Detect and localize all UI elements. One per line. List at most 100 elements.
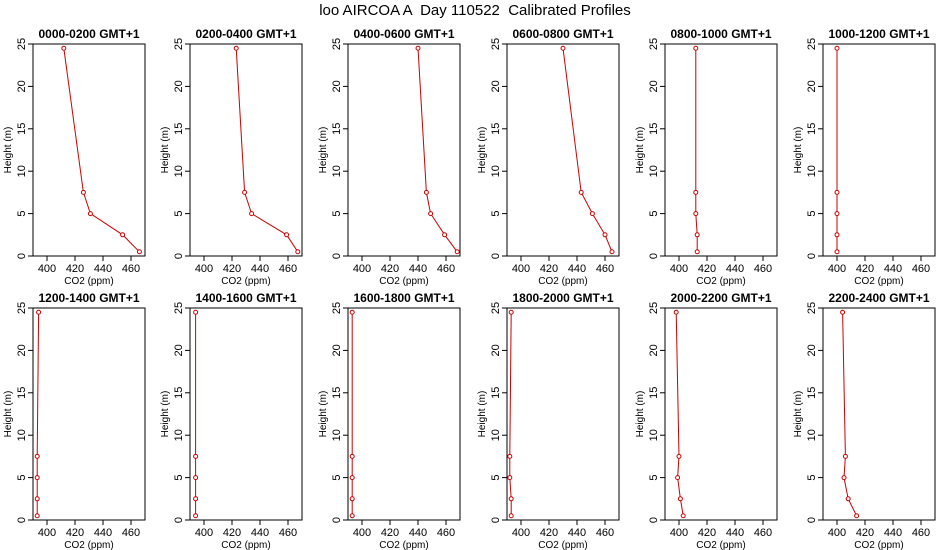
x-tick-label: 440 <box>94 263 112 275</box>
y-tick-label: 0 <box>173 517 185 523</box>
x-tick-label: 440 <box>409 263 427 275</box>
x-tick-label: 400 <box>38 263 56 275</box>
data-point <box>80 189 86 195</box>
y-tick-label: 15 <box>16 123 28 135</box>
data-point <box>349 513 355 519</box>
x-tick-label: 440 <box>726 263 744 275</box>
y-tick-label: 15 <box>173 123 185 135</box>
y-tick-label: 15 <box>16 387 28 399</box>
x-tick-label: 400 <box>828 263 846 275</box>
y-axis-label: Height (m) <box>160 127 171 174</box>
y-tick-label: 0 <box>648 253 660 259</box>
data-point <box>842 453 848 459</box>
data-point <box>284 232 290 238</box>
y-tick-label: 25 <box>490 302 502 314</box>
y-tick-label: 20 <box>16 80 28 92</box>
data-point <box>34 475 40 481</box>
y-axis-label: Height (m) <box>635 127 646 174</box>
y-tick-label: 20 <box>806 344 818 356</box>
y-axis-label: Height (m) <box>477 127 488 174</box>
x-tick-label: 440 <box>251 527 269 539</box>
data-point <box>508 513 514 519</box>
panel-title: 0400-0600 GMT+1 <box>353 27 454 41</box>
data-point <box>34 496 40 502</box>
panel-title: 1000-1200 GMT+1 <box>828 27 929 41</box>
x-axis-label: CO2 (ppm) <box>379 540 428 550</box>
x-axis-label: CO2 (ppm) <box>854 276 903 287</box>
y-tick-label: 25 <box>331 38 343 50</box>
data-point <box>349 309 355 315</box>
y-tick-label: 10 <box>173 165 185 177</box>
x-tick-label: 440 <box>884 263 902 275</box>
y-tick-label: 20 <box>648 344 660 356</box>
y-tick-label: 25 <box>16 302 28 314</box>
y-tick-label: 0 <box>648 517 660 523</box>
x-tick-label: 440 <box>409 527 427 539</box>
y-tick-label: 5 <box>16 211 28 217</box>
data-point <box>578 189 584 195</box>
x-axis-label: CO2 (ppm) <box>221 276 270 287</box>
x-tick-label: 400 <box>353 263 371 275</box>
profile-panel-12: 2200-2400 GMT+1 400 420 440 460 0 5 10 15 20 25 CO2… <box>793 291 936 550</box>
y-tick-label: 20 <box>173 344 185 356</box>
y-tick-label: 10 <box>490 429 502 441</box>
y-axis-label: Height (m) <box>318 391 329 438</box>
y-tick-label: 10 <box>490 165 502 177</box>
profile-line <box>417 48 458 253</box>
profile-line <box>562 48 613 252</box>
y-tick-label: 5 <box>331 475 343 481</box>
x-tick-label: 420 <box>698 263 716 275</box>
y-tick-label: 5 <box>173 211 185 217</box>
y-tick-label: 0 <box>331 253 343 259</box>
panel-title: 1600-1800 GMT+1 <box>353 291 454 305</box>
x-axis-label: CO2 (ppm) <box>64 276 113 287</box>
y-tick-label: 5 <box>331 211 343 217</box>
data-point <box>694 232 700 238</box>
data-point <box>834 189 840 195</box>
profile-line <box>842 312 858 517</box>
data-point <box>193 309 199 315</box>
profile-panel-4: 0600-0800 GMT+1 400 420 440 460 0 5 10 15 20 25 CO2… <box>477 27 620 287</box>
y-tick-label: 5 <box>490 475 502 481</box>
y-tick-label: 25 <box>173 38 185 50</box>
x-tick-label: 400 <box>38 527 56 539</box>
x-tick-label: 460 <box>437 527 455 539</box>
profile-panel-6: 1000-1200 GMT+1 400 420 440 460 0 5 10 15 20 25 CO2… <box>793 27 936 287</box>
data-point <box>193 496 199 502</box>
x-tick-label: 440 <box>94 527 112 539</box>
panel-title: 2200-2400 GMT+1 <box>828 291 929 305</box>
x-tick-label: 400 <box>670 527 688 539</box>
data-point <box>602 232 608 238</box>
x-tick-label: 440 <box>726 527 744 539</box>
data-point <box>694 249 700 255</box>
x-tick-label: 440 <box>568 527 586 539</box>
y-tick-label: 25 <box>806 38 818 50</box>
data-point <box>680 513 686 519</box>
data-point <box>349 475 355 481</box>
y-axis-label: Height (m) <box>318 127 329 174</box>
data-point <box>834 211 840 217</box>
y-axis-label: Height (m) <box>3 391 14 438</box>
data-point <box>193 453 199 459</box>
y-tick-label: 15 <box>490 387 502 399</box>
x-tick-label: 460 <box>754 527 772 539</box>
data-point <box>233 45 239 51</box>
data-point <box>854 513 860 519</box>
x-tick-label: 460 <box>596 527 614 539</box>
data-point <box>693 211 699 217</box>
x-tick-label: 400 <box>512 527 530 539</box>
y-tick-label: 25 <box>331 302 343 314</box>
y-tick-label: 20 <box>16 344 28 356</box>
y-tick-label: 15 <box>173 387 185 399</box>
data-point <box>34 453 40 459</box>
data-point <box>349 453 355 459</box>
x-tick-label: 420 <box>540 263 558 275</box>
data-point <box>242 189 248 195</box>
y-tick-label: 0 <box>16 517 28 523</box>
profile-panel-1: 0000-0200 GMT+1 400 420 440 460 0 5 10 15 20 25 CO2… <box>3 27 146 287</box>
data-point <box>34 513 40 519</box>
x-tick-label: 460 <box>912 527 930 539</box>
plot-frame <box>189 43 303 257</box>
panel-title: 0000-0200 GMT+1 <box>38 27 139 41</box>
